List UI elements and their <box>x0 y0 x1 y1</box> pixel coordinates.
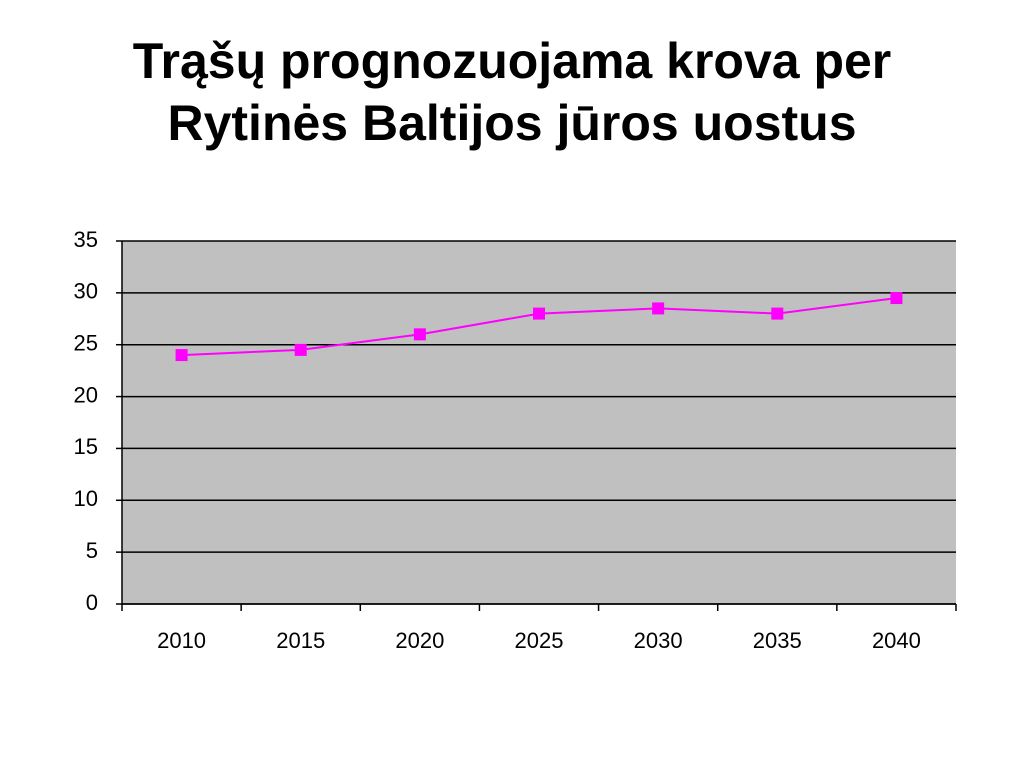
plot-area <box>122 241 956 604</box>
data-point <box>771 307 784 320</box>
x-tick-label: 2015 <box>276 628 325 653</box>
y-tick-label: 10 <box>74 486 98 511</box>
data-point <box>413 328 426 341</box>
x-tick-label: 2040 <box>872 628 921 653</box>
x-tick-label: 2035 <box>753 628 802 653</box>
y-tick-label: 20 <box>74 382 98 407</box>
x-tick-label: 2030 <box>634 628 683 653</box>
data-point <box>533 307 545 320</box>
y-tick-label: 25 <box>74 331 98 356</box>
y-tick-label: 15 <box>74 434 98 459</box>
chart-title: Trąšų prognozuojama krova per Rytinės Ba… <box>132 33 892 151</box>
y-tick-label: 0 <box>86 590 98 615</box>
y-tick-label: 30 <box>74 279 98 304</box>
data-point <box>890 292 903 305</box>
data-point <box>652 302 665 315</box>
x-tick-label: 2010 <box>157 628 206 653</box>
data-point <box>294 343 307 356</box>
y-tick-label: 35 <box>74 227 98 252</box>
y-tick-label: 5 <box>86 538 98 563</box>
data-point <box>175 349 188 362</box>
x-tick-label: 2020 <box>395 628 444 653</box>
x-tick-label: 2025 <box>515 628 564 653</box>
